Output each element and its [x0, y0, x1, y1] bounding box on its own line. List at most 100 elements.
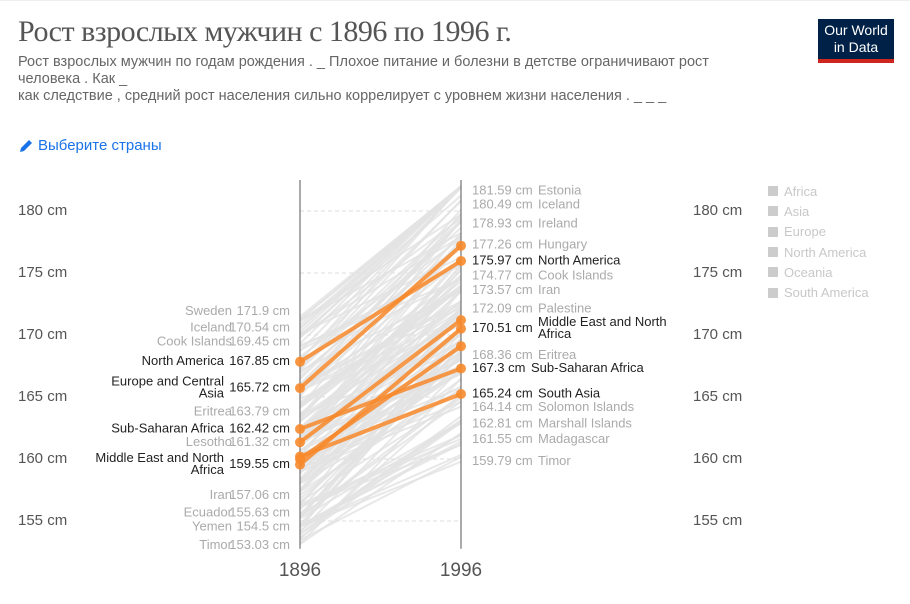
end-region-label: South Asia [538, 385, 601, 400]
start-value-label: 169.45 cm [229, 333, 290, 348]
chart-title: Рост взрослых мужчин с 1896 по 1996 г. [18, 15, 512, 48]
legend-label: Oceania [784, 264, 833, 280]
start-region-label: Europe and Central [111, 374, 224, 389]
legend-swatch [768, 206, 778, 217]
y-tick-label-left: 155 cm [18, 512, 67, 529]
end-country-label: Eritrea [538, 347, 577, 362]
highlight-point [456, 323, 466, 334]
y-tick-label-right: 165 cm [693, 388, 742, 405]
owid-logo[interactable]: Our World in Data [818, 19, 894, 63]
background-country-line [299, 304, 462, 429]
background-country-line [299, 185, 462, 369]
background-country-line [299, 259, 462, 441]
logo-text: Our World [824, 22, 888, 38]
end-value-label: 167.3 cm [472, 360, 525, 375]
start-value-label: 153.03 cm [229, 537, 290, 552]
start-country-label: Eritrea [194, 403, 233, 418]
highlight-line [298, 259, 463, 364]
end-country-label: Palestine [538, 301, 591, 316]
start-value-label: 167.85 cm [229, 353, 290, 368]
background-country-line [299, 456, 462, 541]
background-country-line [299, 400, 462, 518]
start-value-label: 171.9 cm [237, 303, 290, 318]
end-country-label: Timor [538, 453, 571, 468]
legend: Africa Asia Europe North America Oceania Sout… [768, 181, 869, 303]
background-country-line [299, 243, 462, 375]
legend-label: South America [784, 285, 869, 301]
background-country-line [299, 367, 462, 533]
y-tick-label-right: 155 cm [693, 512, 742, 529]
end-value-label: 165.24 cm [472, 385, 533, 400]
end-region-label: Middle East and North [538, 314, 667, 329]
y-tick-label-right: 180 cm [693, 202, 742, 219]
highlight-point [295, 437, 305, 448]
background-country-line [299, 185, 462, 330]
select-countries-button[interactable]: Выберите страны [18, 137, 162, 154]
select-countries-label: Выберите страны [38, 137, 162, 154]
background-country-line [299, 433, 462, 527]
end-value-label: 175.97 cm [472, 252, 533, 267]
highlight-line [299, 392, 462, 459]
y-tick-label-left: 165 cm [18, 388, 67, 405]
end-country-label: Madagascar [538, 431, 610, 446]
background-country-line [299, 185, 462, 321]
end-value-label: 168.36 cm [472, 347, 533, 362]
end-country-label: Iran [538, 282, 560, 297]
start-country-label: Cook Islands [157, 333, 233, 348]
end-region-label: Africa [538, 326, 572, 341]
background-country-line [299, 355, 462, 516]
start-region-label: Africa [191, 462, 225, 477]
start-region-label: Middle East and North [95, 450, 224, 465]
start-value-label: 159.55 cm [229, 456, 290, 471]
end-value-label: 164.14 cm [472, 399, 533, 414]
highlight-point [456, 240, 466, 251]
start-country-label: Iran [210, 487, 232, 502]
start-value-label: 161.32 cm [229, 434, 290, 449]
end-country-label: Ireland [538, 216, 578, 231]
x-label-1996: 1996 [440, 560, 482, 581]
end-value-label: 173.57 cm [472, 282, 533, 297]
end-country-label: Iceland [538, 196, 580, 211]
subtitle-line: человека . Как _ [18, 71, 128, 87]
highlight-point [456, 255, 466, 266]
legend-item[interactable]: South America [768, 282, 869, 302]
highlight-point [456, 389, 466, 400]
background-country-line [299, 443, 462, 527]
end-country-label: Marshall Islands [538, 416, 632, 431]
end-value-label: 159.79 cm [472, 453, 533, 468]
start-region-label: Asia [199, 386, 225, 401]
legend-item[interactable]: Europe [768, 222, 869, 242]
end-region-label: North America [538, 252, 621, 267]
y-tick-label-left: 170 cm [18, 326, 67, 343]
legend-item[interactable]: Africa [768, 181, 869, 201]
start-country-label: Iceland [190, 320, 232, 335]
start-value-label: 155.63 cm [229, 505, 290, 520]
y-tick-label-right: 160 cm [693, 450, 742, 467]
start-value-label: 163.79 cm [229, 403, 290, 418]
start-value-label: 165.72 cm [229, 380, 290, 395]
subtitle-line: Рост взрослых мужчин по годам рождения .… [18, 54, 709, 70]
background-country-line [299, 286, 462, 423]
background-country-line [299, 343, 462, 493]
legend-item[interactable]: Oceania [768, 262, 869, 282]
background-country-line [299, 405, 462, 473]
legend-swatch [768, 186, 778, 197]
highlight-line [298, 344, 463, 461]
legend-item[interactable]: Asia [768, 201, 869, 221]
end-country-label: Cook Islands [538, 267, 614, 282]
background-country-line [299, 200, 462, 361]
legend-label: Europe [784, 224, 826, 240]
highlight-point [456, 315, 466, 326]
background-country-line [299, 208, 462, 391]
legend-label: Africa [784, 183, 818, 199]
legend-item[interactable]: North America [768, 242, 869, 262]
background-country-line [299, 268, 462, 458]
legend-swatch [768, 247, 778, 258]
start-value-label: 170.54 cm [229, 320, 290, 335]
legend-label: North America [784, 244, 867, 260]
highlight-point [295, 383, 305, 394]
highlight-point [456, 363, 466, 374]
end-value-label: 178.93 cm [472, 216, 533, 231]
highlight-point [295, 356, 305, 367]
